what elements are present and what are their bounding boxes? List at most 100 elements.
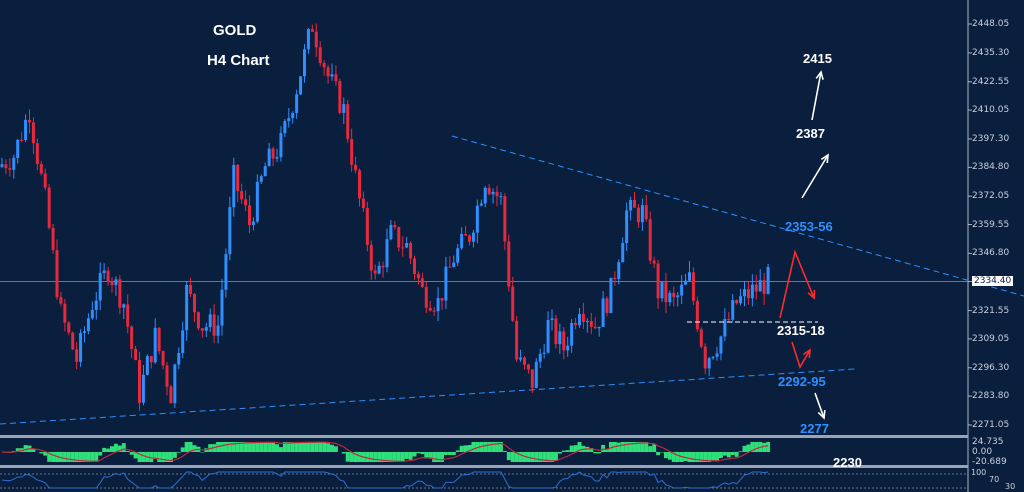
candle-body — [122, 304, 126, 308]
candle-body — [464, 233, 468, 236]
candle-body — [291, 112, 295, 119]
candle-body — [727, 319, 731, 321]
candle-body — [244, 199, 248, 206]
candle-body — [83, 331, 86, 333]
red-arrow-up-down — [779, 249, 815, 319]
candle-body — [35, 143, 39, 164]
candle-body — [86, 318, 90, 332]
candle-body — [593, 326, 597, 329]
y-tick-label: 2448.05 — [972, 19, 1010, 29]
candle-body — [354, 164, 358, 171]
candle-body — [526, 364, 530, 370]
lower-trendline — [0, 368, 856, 425]
candle-body — [523, 357, 526, 365]
candle-body — [574, 322, 578, 326]
candle-body — [605, 298, 609, 314]
candle-body — [664, 282, 668, 303]
candle-body — [130, 326, 134, 349]
candle-body — [471, 232, 475, 242]
candle-body — [31, 122, 35, 144]
white-arrow-2277-head — [817, 409, 826, 420]
macd-axis-top: 24.735 — [972, 437, 1004, 447]
candle-body — [581, 313, 585, 322]
candle-body — [409, 243, 413, 259]
candle-body — [157, 327, 161, 352]
candle-body — [534, 361, 538, 388]
candle-body — [216, 325, 220, 336]
y-tick-label: 2283.80 — [972, 391, 1010, 402]
candle-body — [342, 104, 346, 113]
y-tick-label: 2435.30 — [972, 47, 1010, 58]
level-2277: 2277 — [800, 421, 829, 436]
candle-body — [629, 199, 633, 211]
candle-body — [699, 329, 703, 347]
candle-body — [51, 227, 55, 251]
candle-body — [440, 298, 444, 301]
y-tick-label: 2309.05 — [972, 333, 1010, 344]
candle-body — [318, 47, 322, 63]
level-2353-56: 2353-56 — [785, 219, 833, 234]
candle-body — [444, 266, 448, 301]
candle-body — [652, 260, 656, 264]
y-tick-label: 2334.40 — [972, 276, 1014, 287]
y-tick-label: 2410.05 — [972, 105, 1010, 116]
candle-body — [424, 287, 428, 308]
candle-body — [428, 307, 432, 311]
candle-body — [668, 292, 672, 303]
candle-body — [405, 243, 409, 248]
chart-title: GOLD — [213, 22, 257, 39]
candle-body — [389, 224, 393, 240]
candle-body — [483, 187, 487, 204]
candle-body — [75, 349, 79, 362]
candle-body — [479, 203, 483, 206]
candle-body — [220, 289, 224, 326]
candle-body — [735, 300, 739, 304]
candle-body — [766, 266, 770, 294]
candle-body — [251, 221, 255, 226]
rsi-axis-100: 100 — [971, 468, 987, 477]
candle-body — [303, 49, 306, 77]
candle-body — [546, 319, 550, 353]
candle-body — [719, 336, 723, 354]
candle-body — [507, 241, 511, 287]
candle-body — [538, 353, 542, 362]
candle-body — [177, 353, 181, 365]
candle-body — [621, 243, 625, 263]
candle-body — [420, 278, 424, 288]
candle-body — [695, 300, 699, 330]
candle-body — [240, 191, 244, 200]
candle-body — [672, 292, 676, 298]
candle-body — [314, 31, 318, 48]
candle-body — [275, 157, 279, 159]
candle-body — [640, 205, 644, 223]
candle-body — [361, 198, 365, 209]
candle-body — [377, 265, 381, 274]
candle-body — [711, 356, 715, 359]
candle-body — [644, 205, 648, 220]
y-tick-label: 2397.30 — [972, 133, 1010, 144]
candle-body — [283, 121, 287, 134]
upper-trendline — [451, 135, 1024, 297]
candle-body — [397, 227, 401, 248]
candle-body — [24, 119, 28, 141]
candle-body — [413, 258, 416, 274]
level-2230: 2230 — [833, 455, 862, 470]
candle-body — [688, 272, 691, 281]
candle-body — [4, 164, 8, 169]
macd-axis-zero: 0.00 — [972, 447, 993, 457]
candle-body — [358, 170, 361, 199]
white-arrow-2415 — [811, 71, 822, 121]
candle-body — [208, 314, 212, 328]
candle-body — [519, 357, 523, 360]
panel-separator — [0, 465, 968, 468]
candle-body — [393, 224, 397, 228]
candle-body — [200, 328, 204, 331]
candle-body — [487, 187, 491, 195]
rsi-line — [1, 471, 769, 489]
candle-body — [255, 181, 259, 222]
candle-body — [460, 233, 464, 249]
candle-body — [758, 280, 762, 292]
candle-body — [601, 298, 605, 327]
candle-body — [511, 286, 515, 321]
candle-body — [185, 284, 189, 331]
